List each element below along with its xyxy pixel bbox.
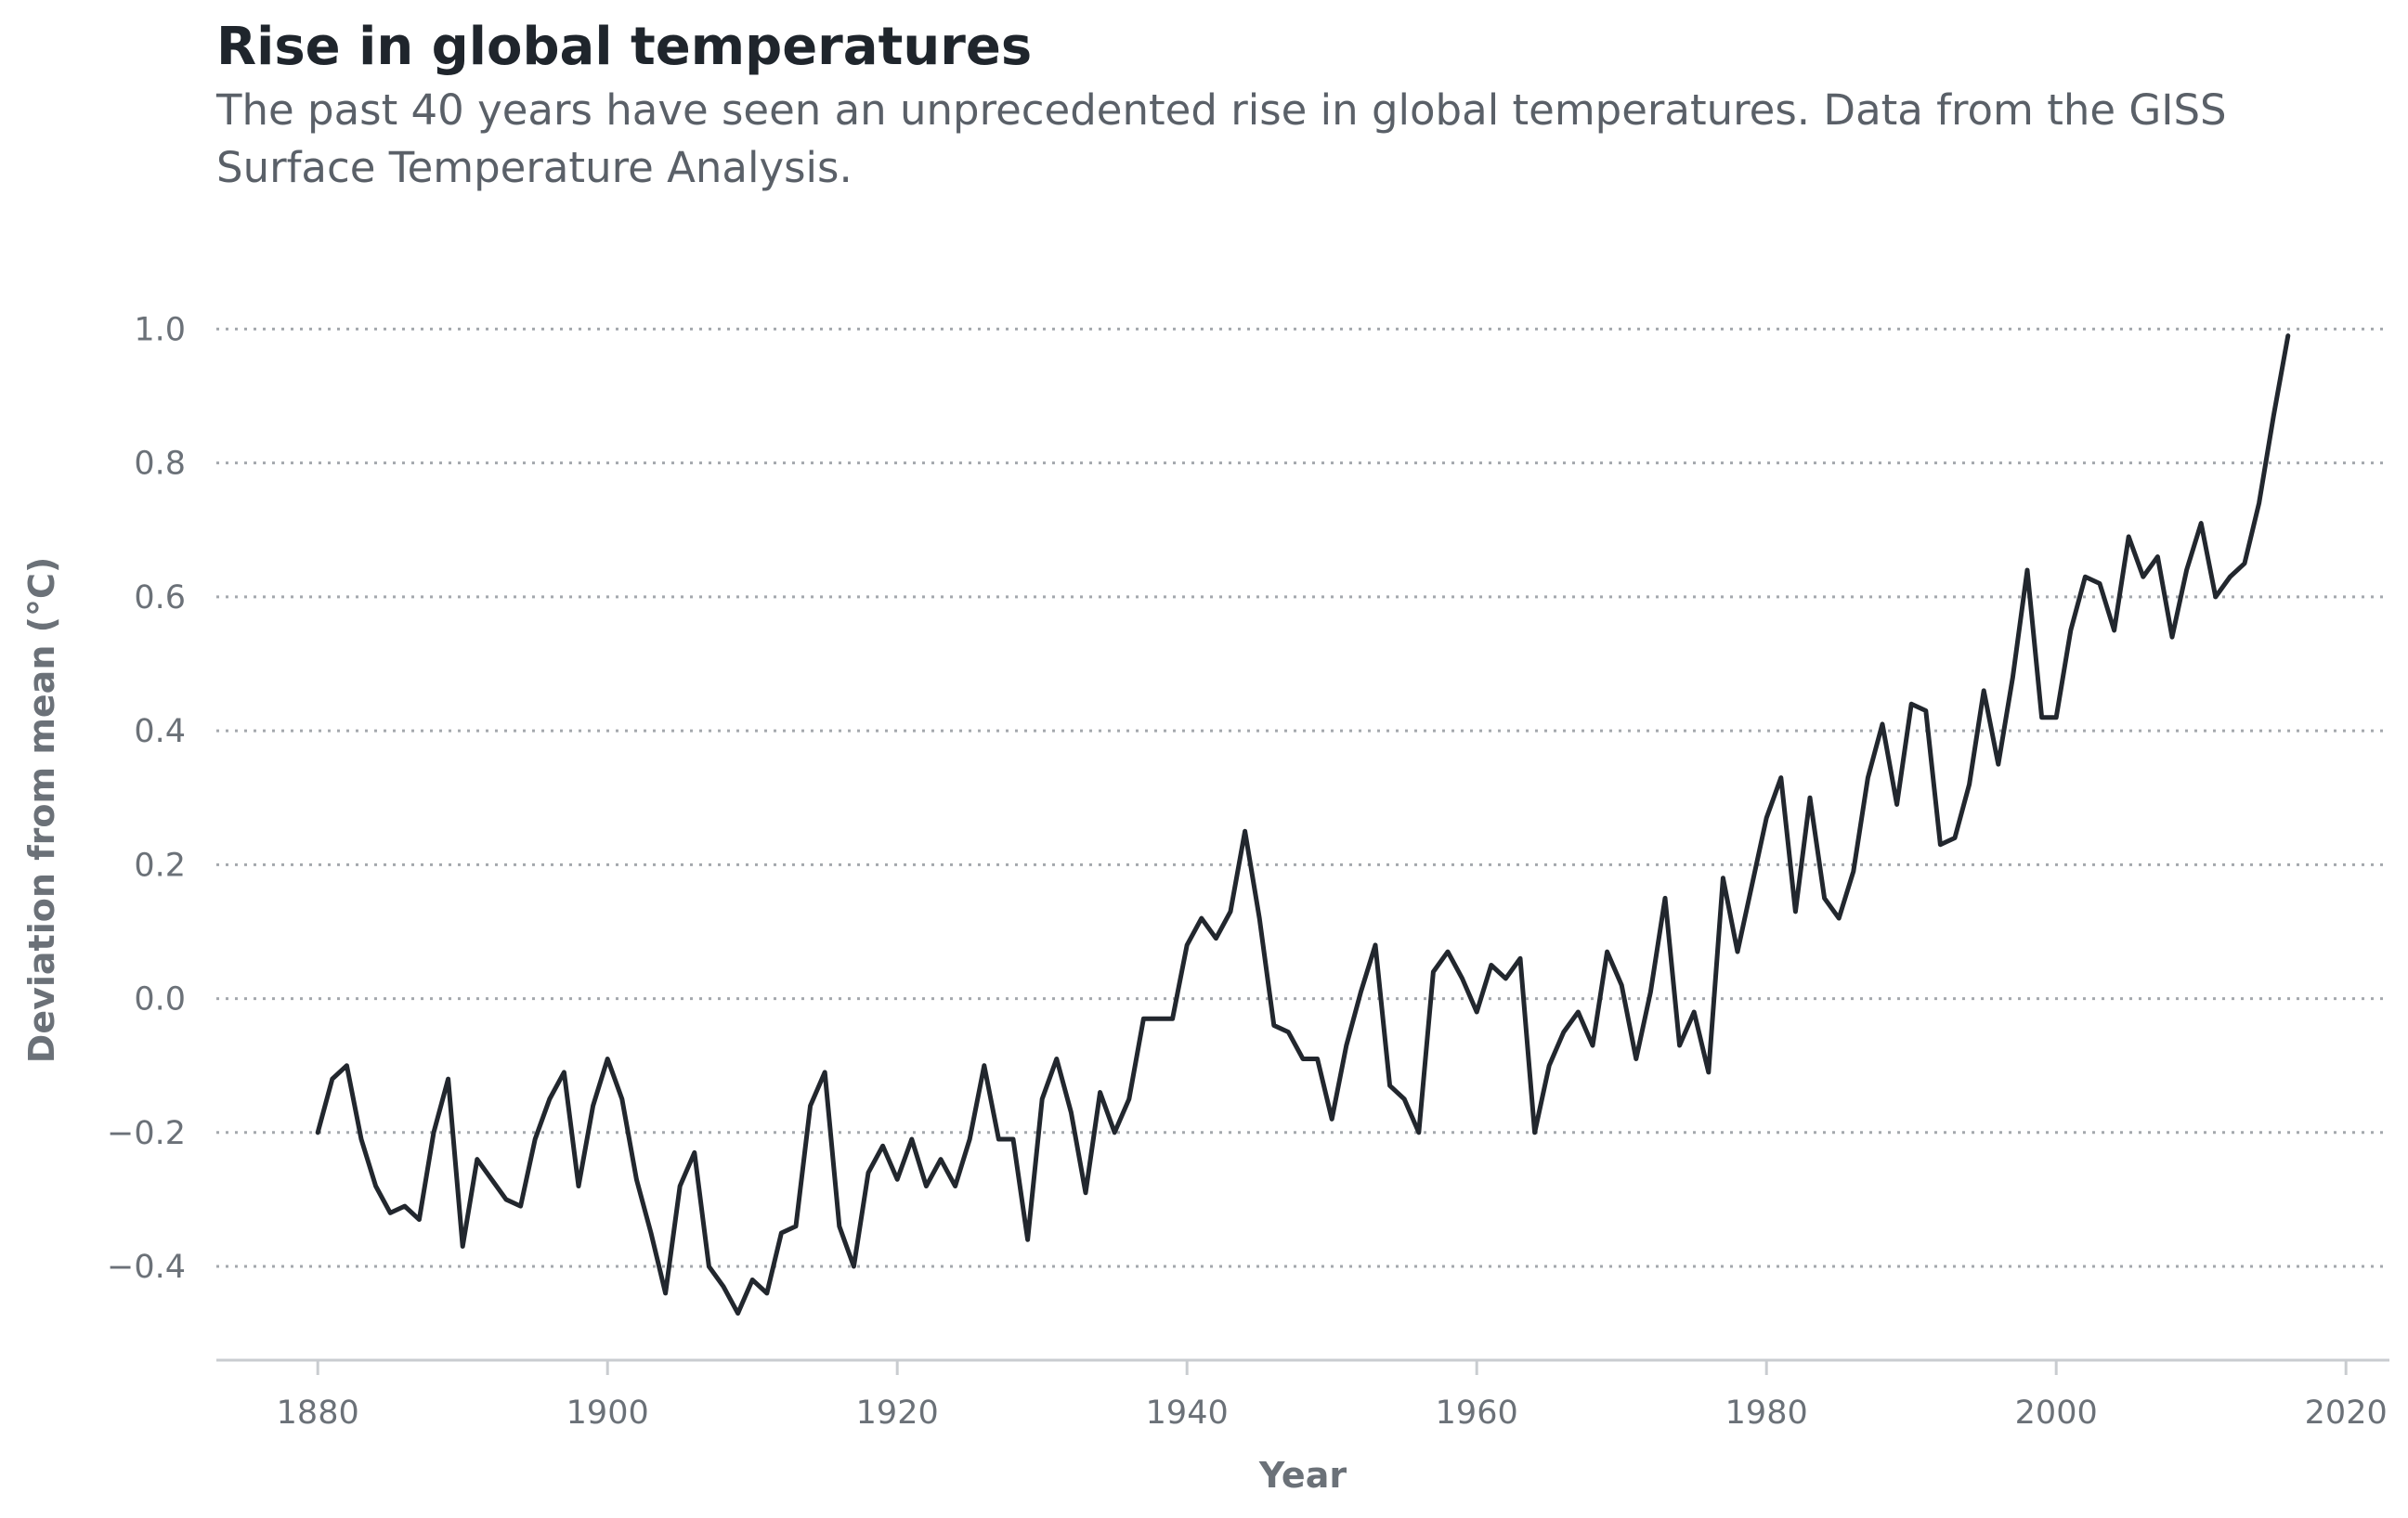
x-tick-label-1920: 1920 [856, 1395, 939, 1432]
x-tick-label-1880: 1880 [277, 1395, 359, 1432]
x-tick-label-2020: 2020 [2305, 1395, 2388, 1432]
chart-subtitle: The past 40 years have seen an unprecede… [216, 85, 2227, 192]
x-axis-ticks: 1880 1900 1920 1940 1960 1980 2000 2020 [277, 1360, 2388, 1432]
y-tick-label-0: −0.4 [107, 1249, 186, 1286]
y-tick-label-5: 0.6 [134, 579, 186, 616]
grid-lines [216, 327, 2389, 1268]
y-tick-label-2: 0.0 [134, 981, 186, 1018]
temperature-series-line [315, 333, 2291, 1317]
y-tick-label-3: 0.2 [134, 847, 186, 884]
y-tick-label-6: 0.8 [134, 446, 186, 483]
y-axis-ticks: −0.4 −0.2 0.0 0.2 0.4 0.6 0.8 1.0 [107, 311, 186, 1286]
y-tick-label-4: 0.4 [134, 713, 186, 750]
x-tick-label-1900: 1900 [566, 1395, 649, 1432]
y-tick-label-1: −0.2 [107, 1115, 186, 1152]
x-tick-label-1960: 1960 [1436, 1395, 1518, 1432]
x-tick-label-1940: 1940 [1146, 1395, 1229, 1432]
x-tick-label-1980: 1980 [1725, 1395, 1808, 1432]
x-tick-label-2000: 2000 [2015, 1395, 2098, 1432]
y-tick-label-7: 1.0 [134, 311, 186, 348]
y-axis-label: Deviation from mean (°C) [21, 557, 62, 1063]
chart-title: Rise in global temperatures [216, 17, 1033, 77]
x-axis-label: Year [1258, 1455, 1347, 1496]
